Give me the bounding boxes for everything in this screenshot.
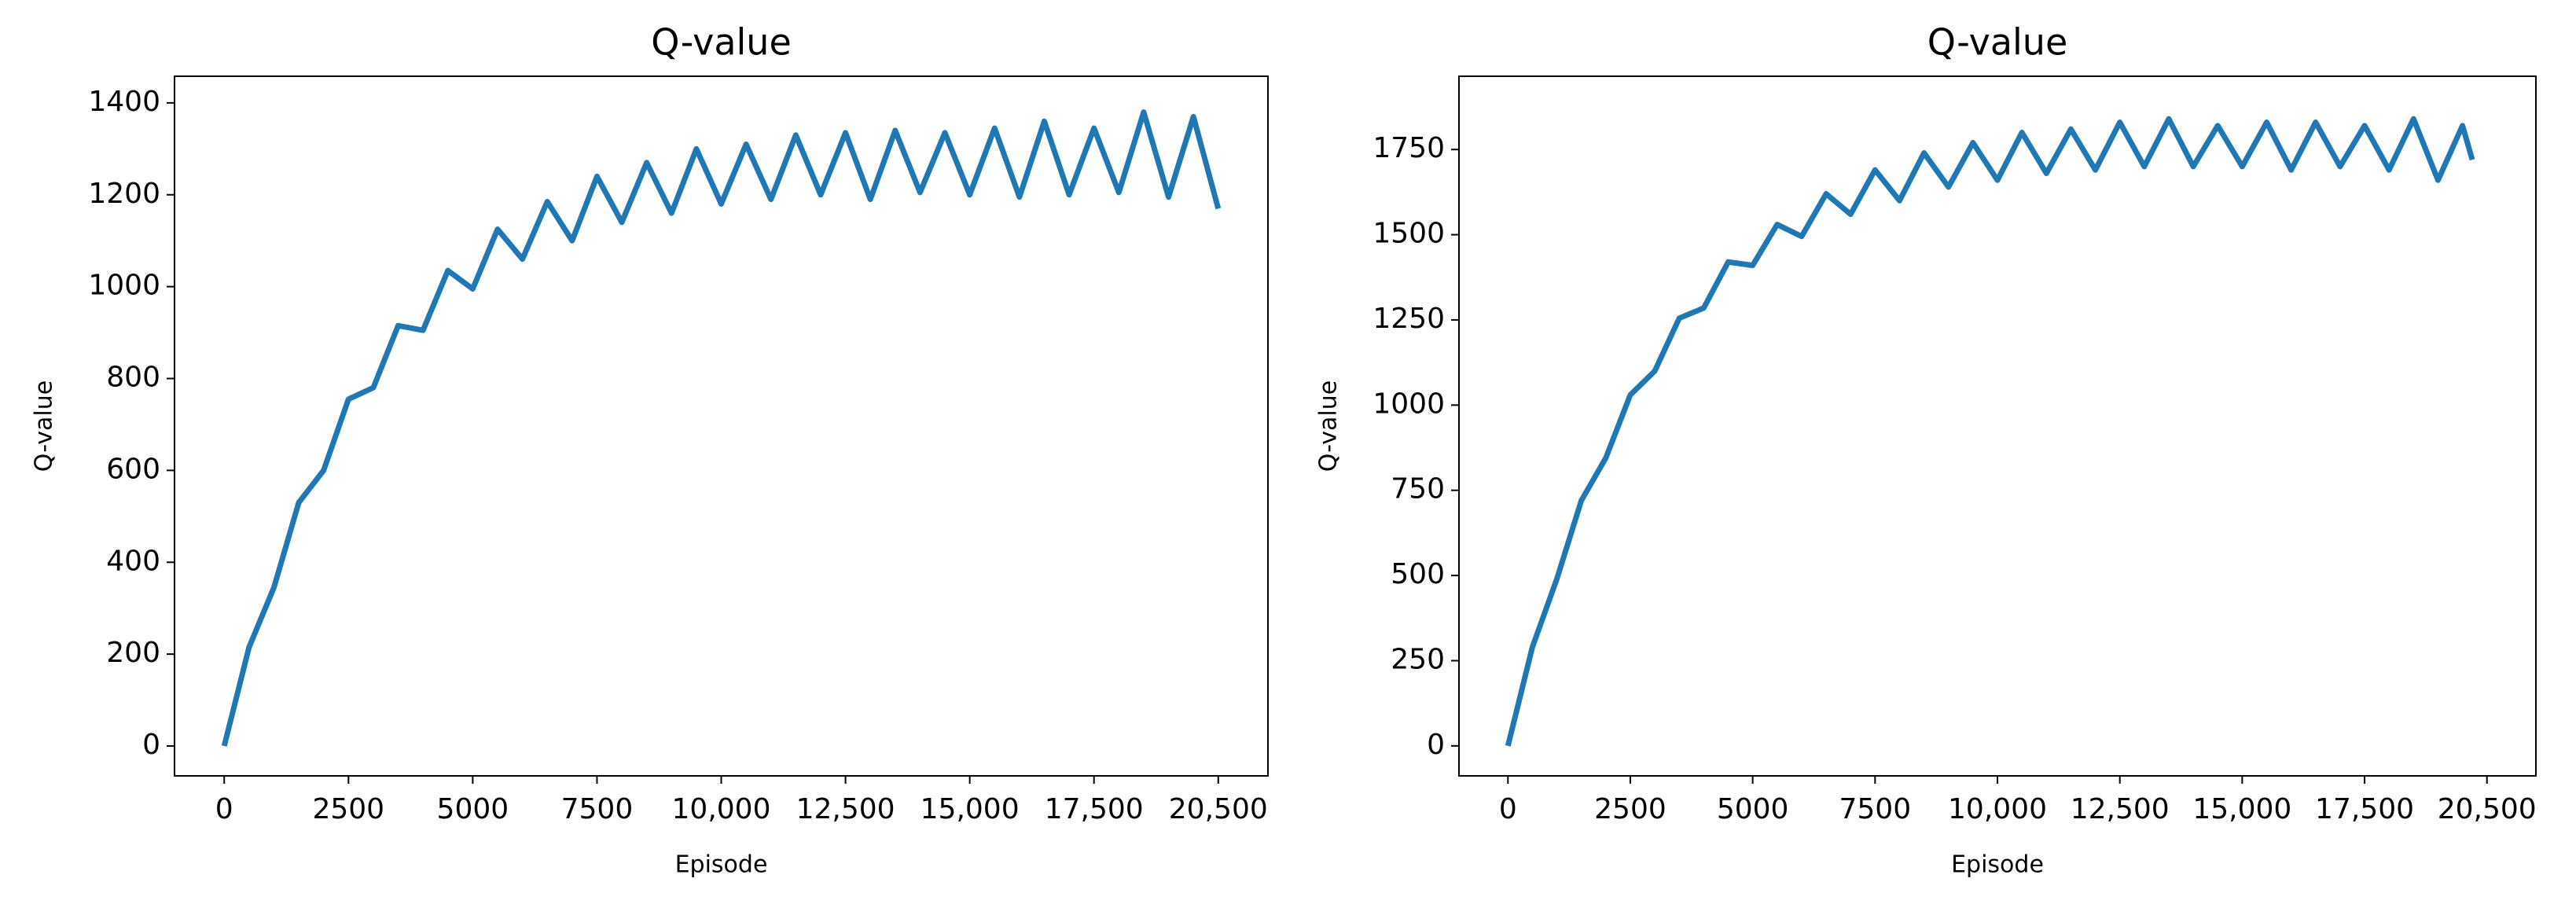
x-tick-label: 0 xyxy=(215,793,233,825)
axes-frame xyxy=(174,75,1269,777)
x-tick-label: 5000 xyxy=(437,793,509,825)
x-tick-label: 12,500 xyxy=(2071,793,2170,825)
x-tick-label: 10,000 xyxy=(672,793,771,825)
x-tick-label: 10,000 xyxy=(1948,793,2047,825)
x-tick-label: 2500 xyxy=(1594,793,1666,825)
line-series xyxy=(221,109,1222,747)
y-tick-label: 1750 xyxy=(1373,132,1445,164)
x-tick-label: 7500 xyxy=(1839,793,1912,825)
y-tick-label: 200 xyxy=(106,637,160,669)
x-tick-label: 17,500 xyxy=(2315,793,2414,825)
x-tick-label: 17,500 xyxy=(1045,793,1144,825)
y-tick-label: 500 xyxy=(1391,558,1445,590)
y-tick-label: 1200 xyxy=(88,178,160,210)
y-tick-label: 1400 xyxy=(88,86,160,118)
y-tick-label: 400 xyxy=(106,545,160,577)
axes-frame xyxy=(1458,75,2537,777)
chart-title: Q-value xyxy=(1927,21,2068,64)
line-series xyxy=(1505,116,2475,747)
x-tick-label: 0 xyxy=(1499,793,1517,825)
y-tick-label: 1000 xyxy=(88,270,160,302)
y-tick-label: 1500 xyxy=(1373,218,1445,250)
y-axis-label: Q-value xyxy=(1315,380,1343,472)
x-tick-label: 20,500 xyxy=(2438,793,2537,825)
y-tick-label: 250 xyxy=(1391,643,1445,675)
x-tick-label: 7500 xyxy=(561,793,634,825)
x-tick-label: 2500 xyxy=(312,793,384,825)
y-tick-label: 600 xyxy=(106,453,160,485)
x-tick-label: 15,000 xyxy=(2192,793,2291,825)
y-tick-label: 0 xyxy=(142,729,160,761)
y-tick-label: 1250 xyxy=(1373,303,1445,335)
y-tick-label: 750 xyxy=(1391,473,1445,505)
y-tick-label: 1000 xyxy=(1373,388,1445,420)
y-tick-label: 800 xyxy=(106,362,160,394)
y-axis-label: Q-value xyxy=(31,380,58,472)
x-axis-label: Episode xyxy=(675,851,768,879)
chart-title: Q-value xyxy=(651,21,792,64)
x-axis-label: Episode xyxy=(1951,851,2044,879)
x-tick-label: 12,500 xyxy=(796,793,895,825)
x-tick-label: 20,500 xyxy=(1169,793,1268,825)
x-tick-label: 5000 xyxy=(1717,793,1789,825)
x-tick-label: 15,000 xyxy=(921,793,1020,825)
y-tick-label: 0 xyxy=(1427,729,1445,761)
